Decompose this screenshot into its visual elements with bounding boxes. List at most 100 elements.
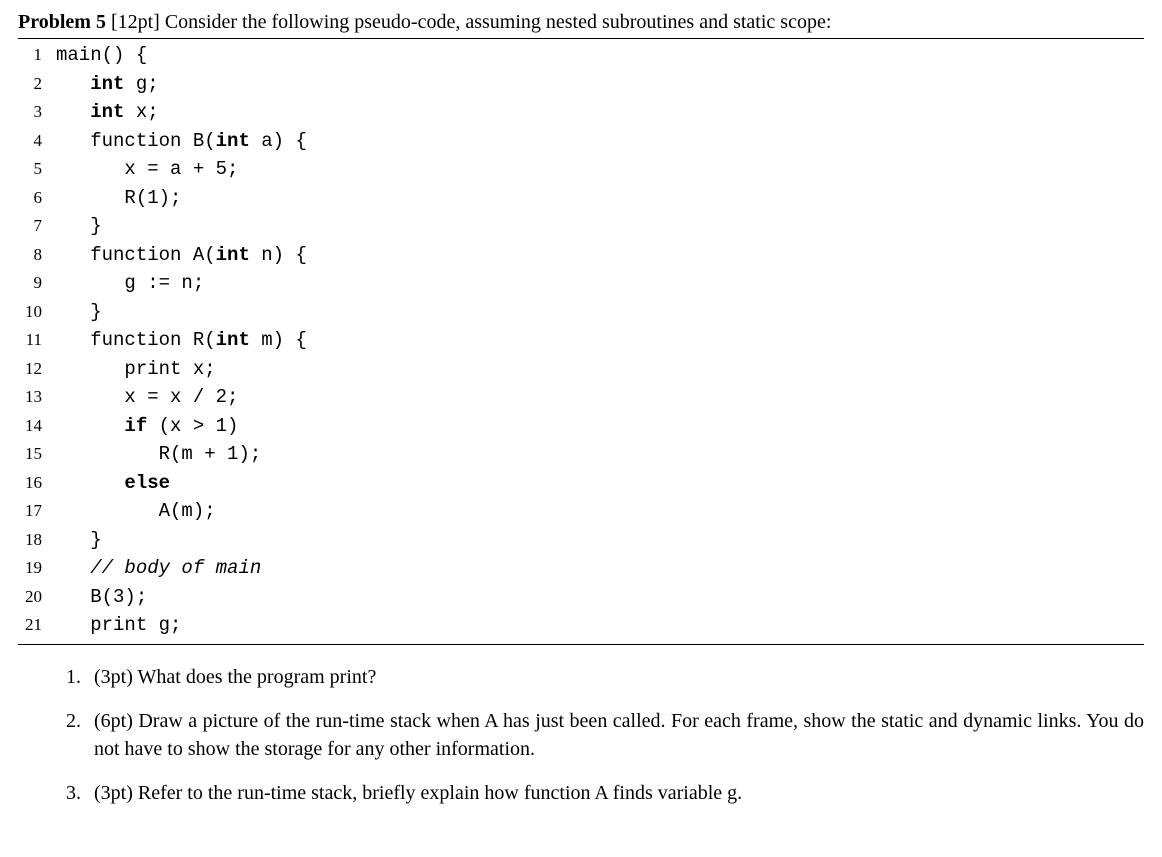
code-content: print g; <box>56 611 181 640</box>
code-line: 1main() { <box>18 41 1144 70</box>
code-content: } <box>56 526 102 555</box>
code-keyword: int <box>216 130 250 152</box>
code-content: function B(int a) { <box>56 127 307 156</box>
code-line: 14 if (x > 1) <box>18 412 1144 441</box>
code-keyword: if <box>124 415 147 437</box>
question-item: 2.(6pt) Draw a picture of the run-time s… <box>66 707 1144 763</box>
code-content: A(m); <box>56 497 216 526</box>
code-line: 3 int x; <box>18 98 1144 127</box>
line-number: 8 <box>18 242 56 268</box>
questions-list: 1.(3pt) What does the program print?2.(6… <box>18 663 1144 807</box>
code-token: } <box>90 215 101 237</box>
question-text: (3pt) What does the program print? <box>94 663 1144 691</box>
line-number: 7 <box>18 213 56 239</box>
line-number: 10 <box>18 299 56 325</box>
line-number: 3 <box>18 99 56 125</box>
code-line: 16 else <box>18 469 1144 498</box>
problem-label: Problem 5 <box>18 11 106 33</box>
line-number: 17 <box>18 498 56 524</box>
code-content: if (x > 1) <box>56 412 238 441</box>
code-token: R(1); <box>124 187 181 209</box>
line-number: 14 <box>18 413 56 439</box>
line-number: 21 <box>18 612 56 638</box>
code-token: print x; <box>124 358 215 380</box>
code-line: 8 function A(int n) { <box>18 241 1144 270</box>
code-content: // body of main <box>56 554 261 583</box>
code-content: } <box>56 212 102 241</box>
code-token: // body of main <box>90 557 261 579</box>
code-content: main() { <box>56 41 147 70</box>
code-content: g := n; <box>56 269 204 298</box>
code-token: a) { <box>250 130 307 152</box>
code-keyword: int <box>90 73 124 95</box>
code-token: g := n; <box>124 272 204 294</box>
line-number: 9 <box>18 270 56 296</box>
code-line: 17 A(m); <box>18 497 1144 526</box>
code-content: R(m + 1); <box>56 440 261 469</box>
code-token: x = x / 2; <box>124 386 238 408</box>
line-number: 18 <box>18 527 56 553</box>
code-line: 15 R(m + 1); <box>18 440 1144 469</box>
problem-header: Problem 5 [12pt] Consider the following … <box>18 8 1144 39</box>
line-number: 11 <box>18 327 56 353</box>
code-line: 12 print x; <box>18 355 1144 384</box>
code-content: function A(int n) { <box>56 241 307 270</box>
line-number: 19 <box>18 555 56 581</box>
question-number: 3. <box>66 779 94 807</box>
line-number: 2 <box>18 71 56 97</box>
line-number: 4 <box>18 128 56 154</box>
code-content: print x; <box>56 355 216 384</box>
line-number: 1 <box>18 42 56 68</box>
code-token: (x > 1) <box>147 415 238 437</box>
code-content: x = a + 5; <box>56 155 238 184</box>
code-token: A(m); <box>159 500 216 522</box>
problem-points: [12pt] <box>111 11 160 33</box>
question-text: (6pt) Draw a picture of the run-time sta… <box>94 707 1144 763</box>
line-number: 5 <box>18 156 56 182</box>
line-number: 12 <box>18 356 56 382</box>
code-token: B(3); <box>90 586 147 608</box>
code-keyword: int <box>90 101 124 123</box>
code-token: function R( <box>90 329 215 351</box>
code-token: m) { <box>250 329 307 351</box>
code-content: int x; <box>56 98 159 127</box>
code-line: 13 x = x / 2; <box>18 383 1144 412</box>
code-line: 6 R(1); <box>18 184 1144 213</box>
code-token: R(m + 1); <box>159 443 262 465</box>
code-line: 7 } <box>18 212 1144 241</box>
code-token: x; <box>124 101 158 123</box>
question-text: (3pt) Refer to the run-time stack, brief… <box>94 779 1144 807</box>
problem-desc-text: Consider the following pseudo-code, assu… <box>165 11 832 33</box>
code-content: B(3); <box>56 583 147 612</box>
code-line: 11 function R(int m) { <box>18 326 1144 355</box>
code-line: 5 x = a + 5; <box>18 155 1144 184</box>
code-content: } <box>56 298 102 327</box>
code-content: int g; <box>56 70 159 99</box>
question-number: 2. <box>66 707 94 763</box>
code-token: } <box>90 301 101 323</box>
code-keyword: else <box>124 472 170 494</box>
code-token: function A( <box>90 244 215 266</box>
code-content: function R(int m) { <box>56 326 307 355</box>
line-number: 6 <box>18 185 56 211</box>
code-block: 1main() {2 int g;3 int x;4 function B(in… <box>18 41 1144 645</box>
code-line: 21 print g; <box>18 611 1144 640</box>
line-number: 15 <box>18 441 56 467</box>
code-line: 4 function B(int a) { <box>18 127 1144 156</box>
code-line: 20 B(3); <box>18 583 1144 612</box>
line-number: 13 <box>18 384 56 410</box>
code-content: x = x / 2; <box>56 383 238 412</box>
code-line: 19 // body of main <box>18 554 1144 583</box>
code-line: 18 } <box>18 526 1144 555</box>
question-item: 3.(3pt) Refer to the run-time stack, bri… <box>66 779 1144 807</box>
code-token: n) { <box>250 244 307 266</box>
question-number: 1. <box>66 663 94 691</box>
code-token: main() { <box>56 44 147 66</box>
line-number: 20 <box>18 584 56 610</box>
code-token: function B( <box>90 130 215 152</box>
code-content: R(1); <box>56 184 181 213</box>
code-token: x = a + 5; <box>124 158 238 180</box>
question-item: 1.(3pt) What does the program print? <box>66 663 1144 691</box>
line-number: 16 <box>18 470 56 496</box>
code-token: print g; <box>90 614 181 636</box>
